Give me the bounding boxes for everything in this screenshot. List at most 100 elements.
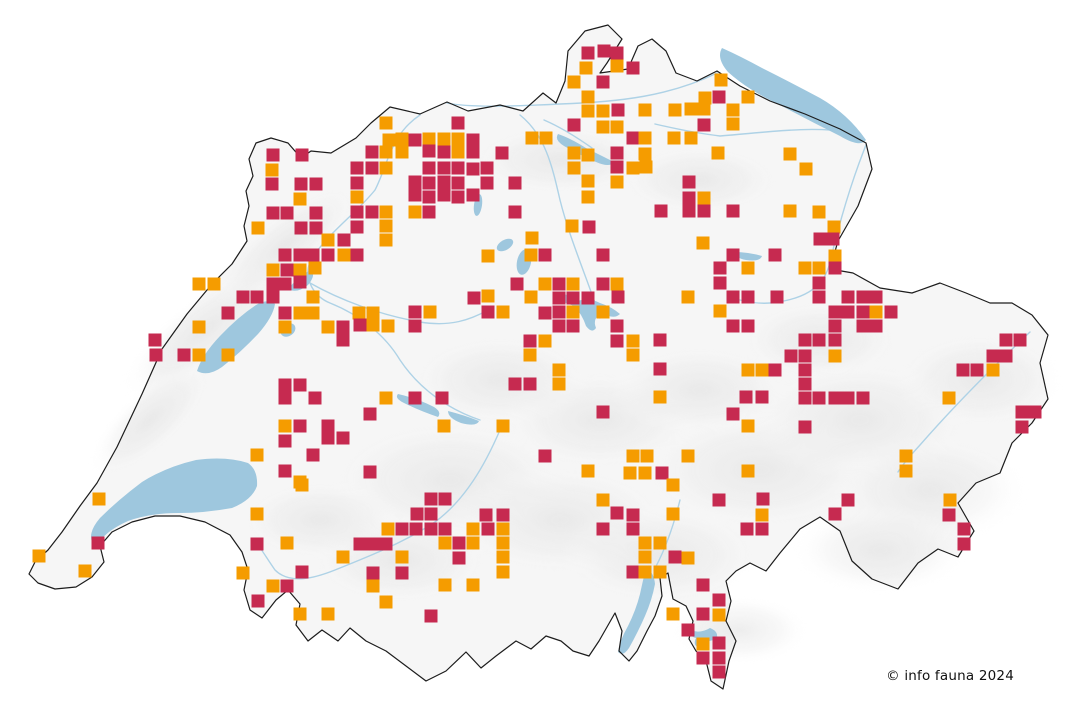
occurrence-square[interactable] bbox=[496, 536, 510, 550]
occurrence-square[interactable] bbox=[610, 506, 624, 520]
occurrence-square[interactable] bbox=[148, 333, 162, 347]
occurrence-square[interactable] bbox=[381, 319, 395, 333]
occurrence-square[interactable] bbox=[395, 522, 409, 536]
occurrence-square[interactable] bbox=[841, 493, 855, 507]
occurrence-square[interactable] bbox=[828, 319, 842, 333]
occurrence-square[interactable] bbox=[306, 248, 320, 262]
occurrence-square[interactable] bbox=[755, 390, 769, 404]
occurrence-square[interactable] bbox=[697, 118, 711, 132]
occurrence-square[interactable] bbox=[783, 204, 797, 218]
occurrence-square[interactable] bbox=[408, 205, 422, 219]
occurrence-square[interactable] bbox=[999, 349, 1013, 363]
occurrence-square[interactable] bbox=[495, 146, 509, 160]
occurrence-square[interactable] bbox=[293, 275, 307, 289]
occurrence-square[interactable] bbox=[350, 248, 364, 262]
occurrence-square[interactable] bbox=[712, 665, 726, 679]
occurrence-square[interactable] bbox=[409, 522, 423, 536]
occurrence-square[interactable] bbox=[365, 205, 379, 219]
occurrence-square[interactable] bbox=[986, 349, 1000, 363]
occurrence-square[interactable] bbox=[32, 549, 46, 563]
occurrence-square[interactable] bbox=[278, 434, 292, 448]
occurrence-square[interactable] bbox=[496, 508, 510, 522]
occurrence-square[interactable] bbox=[697, 204, 711, 218]
occurrence-square[interactable] bbox=[422, 144, 436, 158]
occurrence-square[interactable] bbox=[250, 507, 264, 521]
occurrence-square[interactable] bbox=[266, 579, 280, 593]
occurrence-square[interactable] bbox=[623, 466, 637, 480]
occurrence-square[interactable] bbox=[481, 305, 495, 319]
occurrence-square[interactable] bbox=[538, 277, 552, 291]
occurrence-square[interactable] bbox=[438, 536, 452, 550]
occurrence-square[interactable] bbox=[321, 431, 335, 445]
occurrence-square[interactable] bbox=[265, 163, 279, 177]
occurrence-square[interactable] bbox=[856, 319, 870, 333]
occurrence-square[interactable] bbox=[379, 219, 393, 233]
occurrence-square[interactable] bbox=[741, 261, 755, 275]
occurrence-square[interactable] bbox=[280, 536, 294, 550]
occurrence-square[interactable] bbox=[756, 492, 770, 506]
occurrence-square[interactable] bbox=[353, 537, 367, 551]
occurrence-square[interactable] bbox=[379, 116, 393, 130]
occurrence-square[interactable] bbox=[278, 306, 292, 320]
occurrence-square[interactable] bbox=[451, 132, 465, 146]
occurrence-square[interactable] bbox=[610, 146, 624, 160]
occurrence-square[interactable] bbox=[538, 449, 552, 463]
occurrence-square[interactable] bbox=[713, 304, 727, 318]
occurrence-square[interactable] bbox=[451, 145, 465, 159]
occurrence-square[interactable] bbox=[278, 378, 292, 392]
occurrence-square[interactable] bbox=[321, 320, 335, 334]
occurrence-square[interactable] bbox=[739, 390, 753, 404]
occurrence-square[interactable] bbox=[869, 305, 883, 319]
occurrence-square[interactable] bbox=[379, 205, 393, 219]
occurrence-square[interactable] bbox=[350, 176, 364, 190]
occurrence-square[interactable] bbox=[308, 261, 322, 275]
occurrence-square[interactable] bbox=[654, 204, 668, 218]
occurrence-square[interactable] bbox=[610, 319, 624, 333]
occurrence-square[interactable] bbox=[435, 391, 449, 405]
occurrence-square[interactable] bbox=[408, 319, 422, 333]
occurrence-square[interactable] bbox=[741, 90, 755, 104]
occurrence-square[interactable] bbox=[741, 290, 755, 304]
occurrence-square[interactable] bbox=[681, 290, 695, 304]
occurrence-square[interactable] bbox=[696, 637, 710, 651]
occurrence-square[interactable] bbox=[379, 145, 393, 159]
occurrence-square[interactable] bbox=[828, 391, 842, 405]
occurrence-square[interactable] bbox=[437, 419, 451, 433]
occurrence-square[interactable] bbox=[353, 318, 367, 332]
occurrence-square[interactable] bbox=[266, 277, 280, 291]
occurrence-square[interactable] bbox=[437, 175, 451, 189]
occurrence-square[interactable] bbox=[626, 131, 640, 145]
occurrence-square[interactable] bbox=[539, 131, 553, 145]
occurrence-square[interactable] bbox=[726, 407, 740, 421]
occurrence-square[interactable] bbox=[552, 377, 566, 391]
occurrence-square[interactable] bbox=[784, 349, 798, 363]
occurrence-square[interactable] bbox=[466, 578, 480, 592]
occurrence-square[interactable] bbox=[626, 565, 640, 579]
occurrence-square[interactable] bbox=[698, 91, 712, 105]
occurrence-square[interactable] bbox=[856, 391, 870, 405]
occurrence-square[interactable] bbox=[828, 507, 842, 521]
occurrence-square[interactable] bbox=[682, 175, 696, 189]
occurrence-square[interactable] bbox=[552, 363, 566, 377]
occurrence-square[interactable] bbox=[682, 204, 696, 218]
occurrence-square[interactable] bbox=[581, 46, 595, 60]
occurrence-square[interactable] bbox=[726, 103, 740, 117]
occurrence-square[interactable] bbox=[149, 348, 163, 362]
occurrence-square[interactable] bbox=[510, 277, 524, 291]
occurrence-square[interactable] bbox=[1015, 405, 1029, 419]
occurrence-square[interactable] bbox=[841, 305, 855, 319]
occurrence-square[interactable] bbox=[970, 363, 984, 377]
occurrence-square[interactable] bbox=[653, 362, 667, 376]
occurrence-square[interactable] bbox=[755, 363, 769, 377]
occurrence-square[interactable] bbox=[481, 249, 495, 263]
occurrence-square[interactable] bbox=[999, 333, 1013, 347]
occurrence-square[interactable] bbox=[496, 565, 510, 579]
occurrence-square[interactable] bbox=[741, 419, 755, 433]
occurrence-square[interactable] bbox=[668, 103, 682, 117]
occurrence-square[interactable] bbox=[610, 59, 624, 73]
occurrence-square[interactable] bbox=[552, 277, 566, 291]
occurrence-square[interactable] bbox=[626, 161, 640, 175]
occurrence-square[interactable] bbox=[956, 363, 970, 377]
occurrence-square[interactable] bbox=[379, 537, 393, 551]
occurrence-square[interactable] bbox=[581, 90, 595, 104]
